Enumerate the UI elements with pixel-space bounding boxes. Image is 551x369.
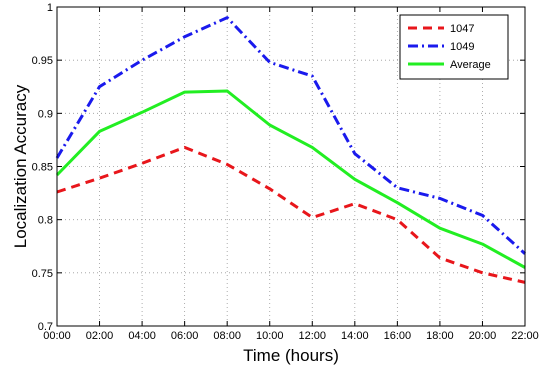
x-tick-label: 00:00	[43, 330, 71, 342]
x-tick-label: 12:00	[299, 330, 327, 342]
legend-label: 1049	[450, 41, 474, 53]
x-tick-label: 14:00	[341, 330, 369, 342]
x-tick-label: 06:00	[171, 330, 199, 342]
y-tick-label: 0.8	[38, 215, 53, 227]
y-tick-label: 0.85	[32, 162, 53, 174]
series-layer	[55, 16, 527, 284]
series-line-1047	[56, 145, 526, 284]
x-tick-label: 08:00	[213, 330, 241, 342]
legend-label: 1047	[450, 23, 474, 35]
x-axis-ticks: 00:00 02:00 04:00 06:00 08:00 10:00 12:00 14:00…	[43, 7, 539, 342]
x-tick-label: 20:00	[469, 330, 497, 342]
series-line-average	[55, 89, 526, 269]
x-tick-label: 22:00	[511, 330, 539, 342]
legend-label: Average	[450, 59, 491, 71]
y-tick-label: 0.95	[32, 55, 53, 67]
x-tick-label: 02:00	[86, 330, 114, 342]
y-tick-label: 0.9	[38, 108, 53, 120]
x-tick-label: 16:00	[384, 330, 412, 342]
y-tick-label: 0.7	[38, 321, 53, 333]
x-tick-label: 04:00	[128, 330, 156, 342]
series-line-1049	[55, 16, 527, 255]
y-tick-label: 0.75	[32, 268, 53, 280]
x-axis-label: Time (hours)	[243, 346, 339, 365]
x-tick-label: 18:00	[426, 330, 454, 342]
y-axis-ticks: 0.7 0.75 0.8 0.85 0.9 0.95 1	[32, 2, 525, 333]
y-tick-label: 1	[47, 2, 53, 14]
legend: 1047 1049 Average	[399, 14, 509, 80]
y-axis-label: Localization Accuracy	[11, 84, 30, 248]
x-tick-label: 10:00	[256, 330, 284, 342]
